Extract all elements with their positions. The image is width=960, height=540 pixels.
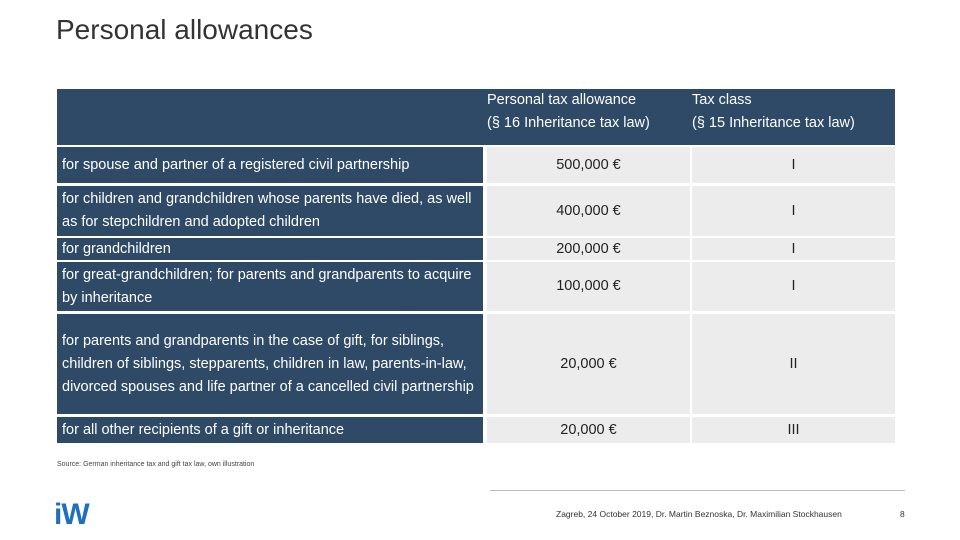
column-header: Tax class (§ 15 Inheritance tax law) <box>692 89 895 145</box>
value-cell: I <box>692 186 895 236</box>
header-blank <box>57 89 483 145</box>
value-cell: 100,000 € <box>487 262 690 311</box>
header-band <box>483 89 487 145</box>
row-label: for grandchildren <box>57 238 483 260</box>
value-cell: 200,000 € <box>487 238 690 260</box>
source-note: Source: German inheritance tax and gift … <box>57 461 255 468</box>
row-label: for parents and grandparents in the case… <box>57 314 483 414</box>
slide-title: Personal allowances <box>56 14 313 45</box>
footer-rule <box>490 490 905 491</box>
value-cell: 20,000 € <box>487 417 690 443</box>
footer-text: Zagreb, 24 October 2019, Dr. Martin Bezn… <box>556 509 842 519</box>
column-header-line: (§ 15 Inheritance tax law) <box>692 115 855 131</box>
column-header: Personal tax allowance (§ 16 Inheritance … <box>487 89 690 145</box>
value-cell: 400,000 € <box>487 186 690 236</box>
value-cell: I <box>692 147 895 183</box>
row-label: for children and grandchildren whose par… <box>57 186 483 236</box>
row-label: for great-grandchildren; for parents and… <box>57 262 483 311</box>
column-header-line: Tax class <box>692 92 752 108</box>
page-number: 8 <box>900 509 905 519</box>
row-label: for spouse and partner of a registered c… <box>57 147 483 183</box>
value-cell: I <box>692 262 895 311</box>
value-cell: III <box>692 417 895 443</box>
row-label: for all other recipients of a gift or in… <box>57 417 483 443</box>
value-cell: I <box>692 238 895 260</box>
value-cell: 20,000 € <box>487 314 690 414</box>
column-header-line: Personal tax allowance <box>487 92 637 108</box>
column-header-line: (§ 16 Inheritance tax law) <box>487 115 650 131</box>
value-cell: 500,000 € <box>487 147 690 183</box>
logo: iW <box>54 498 90 531</box>
header-band <box>690 89 692 145</box>
value-cell: II <box>692 314 895 414</box>
